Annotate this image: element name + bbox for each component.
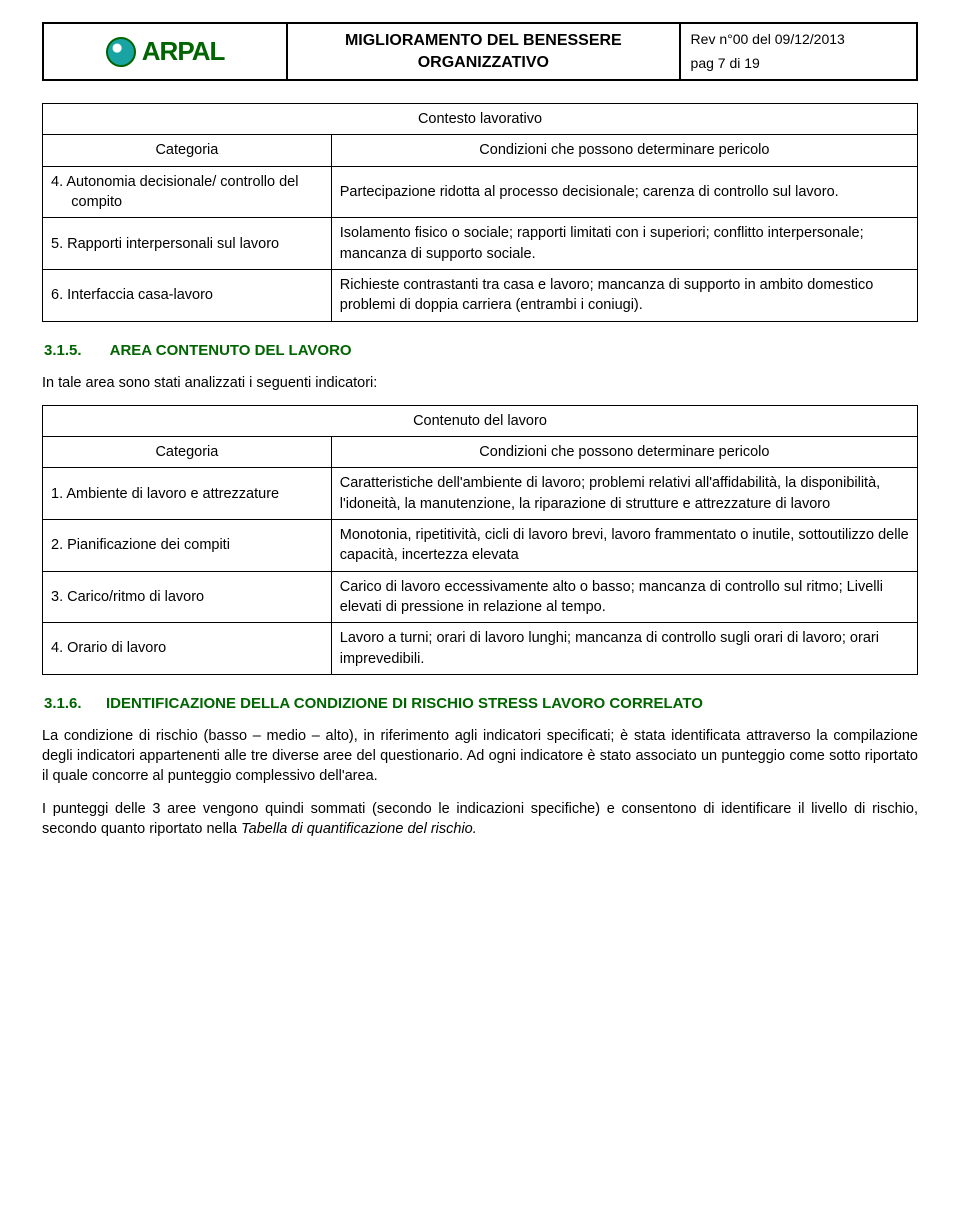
document-meta: Rev n°00 del 09/12/2013 pag 7 di 19 [681,24,916,79]
table2-r0-cat: 1. Ambiente di lavoro e attrezzature [51,484,323,504]
table-row: 1. Ambiente di lavoro e attrezzature Car… [43,468,918,520]
table2-r3-cond: Lavoro a turni; orari di lavoro lunghi; … [331,623,917,675]
document-header: ARPAL MIGLIORAMENTO DEL BENESSERE ORGANI… [42,22,918,81]
table1-r1-cond: Isolamento fisico o sociale; rapporti li… [331,218,917,270]
logo-circle-icon [106,37,136,67]
logo-cell: ARPAL [44,24,288,79]
content-table: Contenuto del lavoro Categoria Condizion… [42,405,918,675]
table2-col2: Condizioni che possono determinare peric… [331,437,917,468]
page-number: pag 7 di 19 [691,54,906,74]
paragraph-2b-italic: Tabella di quantificazione del rischio. [241,821,477,837]
table-row: 5. Rapporti interpersonali sul lavoro Is… [43,218,918,270]
table1-r2-cond: Richieste contrastanti tra casa e lavoro… [331,269,917,321]
section-316-num: 3.1.6. [44,693,106,714]
arpal-logo: ARPAL [106,33,225,69]
document-title: MIGLIORAMENTO DEL BENESSERE ORGANIZZATIV… [288,24,680,79]
paragraph-1: La condizione di rischio (basso – medio … [42,726,918,787]
context-table: Contesto lavorativo Categoria Condizioni… [42,103,918,321]
table1-r2-cat: 6. Interfaccia casa-lavoro [51,285,323,305]
table2-r3-cat: 4. Orario di lavoro [51,638,323,658]
table1-col1: Categoria [43,135,332,166]
table1-r0-cat: 4. Autonomia decisionale/ controllo del … [51,172,323,213]
section-316-heading: 3.1.6. IDENTIFICAZIONE DELLA CONDIZIONE … [44,693,918,714]
table-row: 4. Autonomia decisionale/ controllo del … [43,166,918,218]
table2-col1: Categoria [43,437,332,468]
table2-r2-cat: 3. Carico/ritmo di lavoro [51,587,323,607]
table-row: 2. Pianificazione dei compiti Monotonia,… [43,520,918,572]
paragraph-2: I punteggi delle 3 aree vengono quindi s… [42,799,918,840]
table2-r1-cat: 2. Pianificazione dei compiti [51,535,323,555]
table1-title: Contesto lavorativo [43,104,918,135]
section-315-intro: In tale area sono stati analizzati i seg… [42,373,918,393]
paragraph-2a: I punteggi delle 3 aree vengono quindi s… [42,801,918,837]
table-row: 4. Orario di lavoro Lavoro a turni; orar… [43,623,918,675]
table2-r0-cond: Caratteristiche dell'ambiente di lavoro;… [331,468,917,520]
revision: Rev n°00 del 09/12/2013 [691,30,906,50]
section-316-title: IDENTIFICAZIONE DELLA CONDIZIONE DI RISC… [106,693,918,714]
table-row: 3. Carico/ritmo di lavoro Carico di lavo… [43,571,918,623]
table2-title: Contenuto del lavoro [43,405,918,436]
table1-r1-cat: 5. Rapporti interpersonali sul lavoro [51,234,323,254]
title-line-1: MIGLIORAMENTO DEL BENESSERE [294,30,672,52]
section-315-title: AREA CONTENUTO DEL LAVORO [110,342,352,359]
table1-col2: Condizioni che possono determinare peric… [331,135,917,166]
title-line-2: ORGANIZZATIVO [294,52,672,74]
table-row: 6. Interfaccia casa-lavoro Richieste con… [43,269,918,321]
table1-r0-cond: Partecipazione ridotta al processo decis… [331,166,917,218]
logo-text: ARPAL [142,33,225,69]
section-315-num: 3.1.5. [44,340,106,361]
section-315-heading: 3.1.5. AREA CONTENUTO DEL LAVORO [44,340,918,361]
table2-r2-cond: Carico di lavoro eccessivamente alto o b… [331,571,917,623]
table2-r1-cond: Monotonia, ripetitività, cicli di lavoro… [331,520,917,572]
